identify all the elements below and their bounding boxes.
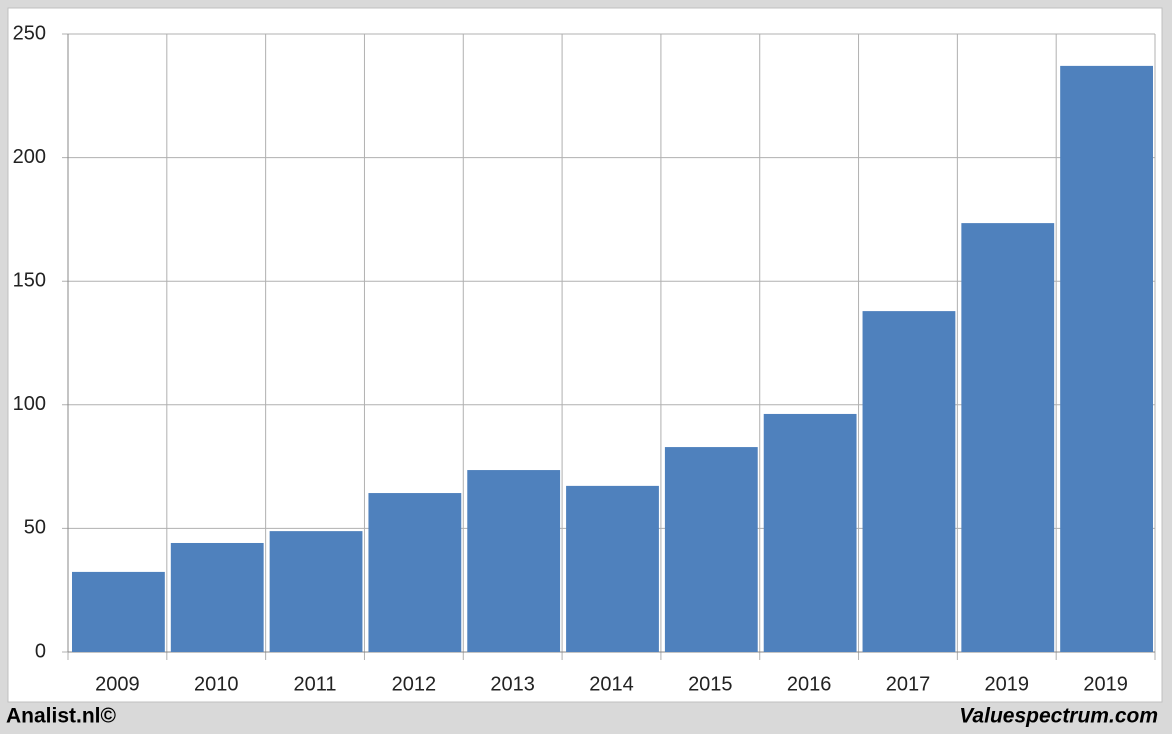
footer-right: Valuespectrum.com [959, 705, 1158, 728]
y-tick-label: 150 [13, 269, 46, 291]
x-tick-label: 2014 [589, 673, 634, 695]
x-tick-label: 2010 [194, 673, 239, 695]
x-tick-label: 2017 [886, 673, 931, 695]
y-tick-label: 50 [24, 517, 46, 539]
x-tick-label: 2016 [787, 673, 832, 695]
bar [763, 413, 857, 652]
bar [170, 542, 264, 652]
x-tick-label: 2012 [392, 673, 437, 695]
x-tick-label: 2015 [688, 673, 733, 695]
y-tick-label: 100 [13, 393, 46, 415]
bar [961, 223, 1055, 652]
x-tick-label: 2013 [490, 673, 535, 695]
bar [664, 447, 758, 652]
y-tick-label: 250 [13, 22, 46, 44]
bar [72, 571, 165, 652]
bar [862, 311, 956, 652]
footer-left: Analist.nl© [6, 705, 117, 728]
y-tick-label: 0 [35, 640, 46, 662]
x-tick-label: 2019 [985, 673, 1030, 695]
bar [368, 493, 462, 652]
bar [1060, 65, 1153, 653]
bar [467, 470, 561, 652]
x-tick-label: 2009 [95, 673, 140, 695]
x-tick-label: 2019 [1083, 673, 1128, 695]
x-tick-label: 2011 [294, 673, 337, 695]
bar [566, 485, 659, 652]
y-tick-label: 200 [13, 146, 46, 168]
bar [269, 531, 363, 652]
